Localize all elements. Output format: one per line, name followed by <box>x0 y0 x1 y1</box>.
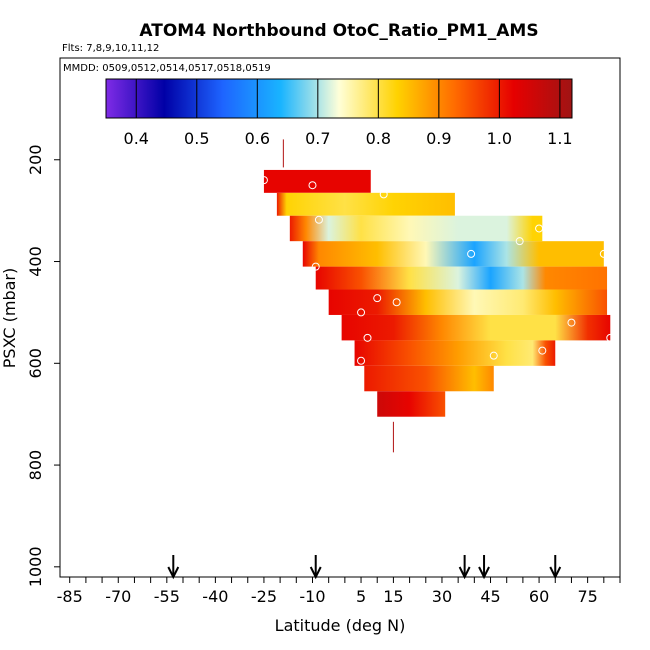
heatmap-band <box>302 241 604 267</box>
data-point-circle <box>606 333 615 342</box>
colorbar-tick-label: 0.9 <box>426 129 451 148</box>
data-point-circle <box>515 237 524 246</box>
x-tick-label: 5 <box>356 587 366 606</box>
colorbar: 0.4 0.5 0.6 0.7 0.8 0.9 1.0 1.1 <box>105 78 573 148</box>
x-tick-label: 30 <box>432 587 452 606</box>
heatmap-band <box>328 289 608 315</box>
profile-arrow <box>167 555 180 580</box>
y-tick-label: 800 <box>26 450 45 481</box>
data-point-circle <box>357 308 366 317</box>
data-point-circle <box>308 181 317 190</box>
y-tick-label: 1000 <box>26 546 45 587</box>
data-point-circle <box>373 294 382 303</box>
data-point-circle <box>357 356 366 365</box>
heatmap-band <box>289 215 543 242</box>
y-tick-label: 600 <box>26 348 45 379</box>
colorbar-gradient <box>105 78 573 119</box>
data-point-circle <box>535 224 544 233</box>
x-tick-label: -25 <box>251 587 277 606</box>
colorbar-tick-label: 1.1 <box>547 129 572 148</box>
data-point-circle <box>314 215 323 224</box>
data-point-circle <box>379 190 388 199</box>
heatmap-bands <box>263 169 611 417</box>
y-tick-label: 400 <box>26 246 45 277</box>
x-tick-label: 45 <box>480 587 500 606</box>
data-point-circle <box>311 262 320 271</box>
x-tick-label: -40 <box>202 587 228 606</box>
profile-arrow <box>549 555 562 580</box>
x-tick-label: -55 <box>154 587 180 606</box>
x-axis: -85 -70 -55 -40 -25 -10 5 15 30 45 60 75 <box>57 577 621 606</box>
data-point-circle <box>599 249 608 258</box>
heatmap-band <box>341 314 611 341</box>
chart-title: ATOM4 Northbound OtoC_Ratio_PM1_AMS <box>139 21 538 41</box>
heatmap-band <box>377 391 446 417</box>
colorbar-tick-label: 0.8 <box>366 129 391 148</box>
x-tick-label: 60 <box>529 587 549 606</box>
y-axis: 200 400 600 800 1000 <box>26 144 60 587</box>
heatmap-band <box>263 169 371 193</box>
x-tick-label: 15 <box>383 587 403 606</box>
data-point-circle <box>467 249 476 258</box>
heatmap-band <box>364 365 494 392</box>
x-tick-label: -10 <box>299 587 325 606</box>
profile-arrow <box>458 555 471 580</box>
data-point-circle <box>567 318 576 327</box>
colorbar-tick-label: 1.0 <box>487 129 512 148</box>
x-tick-label: 75 <box>577 587 597 606</box>
profile-arrow <box>309 555 322 580</box>
plot-frame <box>59 57 621 578</box>
heatmap-band <box>354 340 556 366</box>
data-point-circle <box>363 333 372 342</box>
flights-label: Flts: 7,8,9,10,11,12 <box>62 43 159 54</box>
y-axis-label: PSXC (mbar) <box>0 268 19 368</box>
profile-arrow <box>478 555 490 580</box>
x-tick-label: -85 <box>57 587 83 606</box>
vertical-markers <box>282 139 394 453</box>
data-point-circles <box>259 161 615 426</box>
data-point-circle <box>538 346 547 355</box>
colorbar-tick-label: 0.7 <box>305 129 330 148</box>
heatmap-band <box>315 266 608 290</box>
x-axis-label: Latitude (deg N) <box>275 616 406 635</box>
x-tick-label: -70 <box>105 587 131 606</box>
data-point-circle <box>489 351 498 360</box>
heatmap-band <box>276 192 455 216</box>
data-point-circle <box>259 176 268 185</box>
profile-arrows <box>167 555 562 580</box>
colorbar-tick-label: 0.5 <box>184 129 209 148</box>
y-tick-label: 200 <box>26 144 45 175</box>
colorbar-tick-label: 0.4 <box>124 129 149 148</box>
colorbar-tick-label: 0.6 <box>245 129 270 148</box>
dates-label: MMDD: 0509,0512,0514,0517,0518,0519 <box>63 63 271 74</box>
data-point-circle <box>392 298 401 307</box>
